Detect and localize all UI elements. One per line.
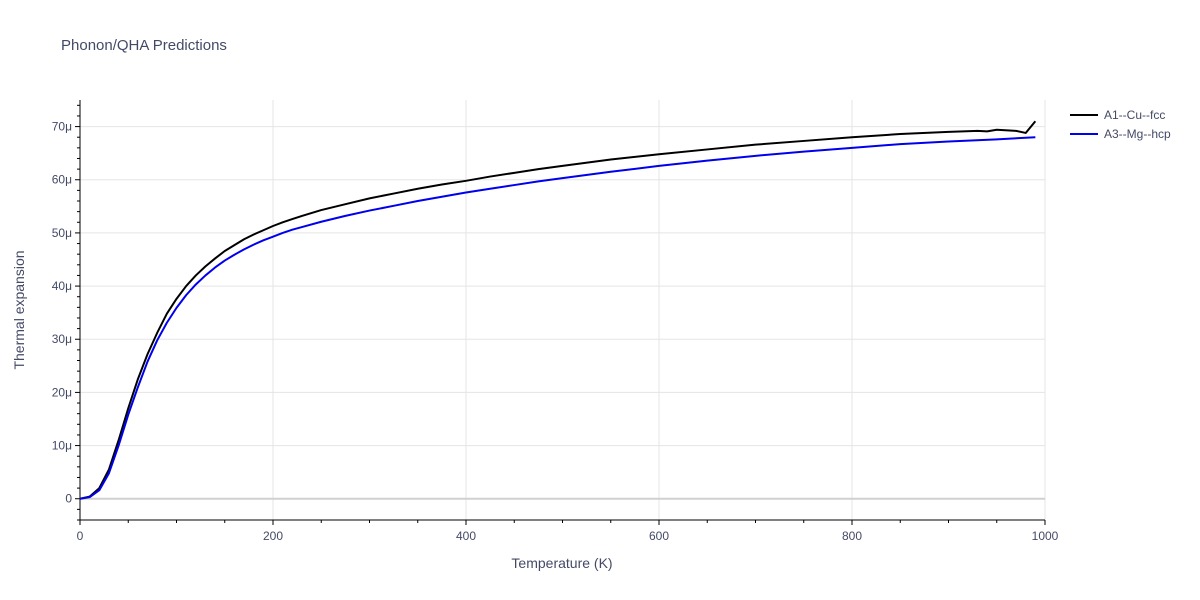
x-tick-label: 0	[77, 529, 84, 543]
x-axis-label: Temperature (K)	[511, 555, 612, 571]
legend-label: A1--Cu--fcc	[1104, 108, 1165, 122]
plot-area	[79, 120, 1037, 500]
x-tick-label: 200	[263, 529, 283, 543]
y-tick-label: 40μ	[52, 279, 72, 293]
legend-item[interactable]: A3--Mg--hcp	[1070, 127, 1171, 141]
x-tick-label: 600	[649, 529, 669, 543]
y-tick-label: 60μ	[52, 173, 72, 187]
y-tick-label: 30μ	[52, 332, 72, 346]
y-tick-label: 20μ	[52, 385, 72, 399]
x-tick-label: 800	[842, 529, 862, 543]
series-line-a1-cu-fcc	[79, 120, 1037, 500]
y-tick-label: 50μ	[52, 226, 72, 240]
x-tick-label: 400	[456, 529, 476, 543]
y-tick-label: 70μ	[52, 120, 72, 134]
chart-title: Phonon/QHA Predictions	[61, 37, 227, 54]
axes	[75, 100, 1046, 525]
legend-item[interactable]: A1--Cu--fcc	[1070, 108, 1165, 122]
y-tick-label: 10μ	[52, 439, 72, 453]
y-axis-label: Thermal expansion	[11, 250, 27, 369]
tick-labels: 0 200 400 600 800 1000 0 10μ 20μ 30μ 40μ 50μ 60μ 70μ	[52, 120, 1059, 543]
x-tick-label: 1000	[1032, 529, 1059, 543]
series-line-a3-mg-hcp	[79, 136, 1036, 500]
grid	[80, 100, 1046, 520]
legend-label: A3--Mg--hcp	[1104, 127, 1171, 141]
legend[interactable]: A1--Cu--fcc A3--Mg--hcp	[1070, 108, 1171, 141]
y-tick-label: 0	[65, 492, 72, 506]
